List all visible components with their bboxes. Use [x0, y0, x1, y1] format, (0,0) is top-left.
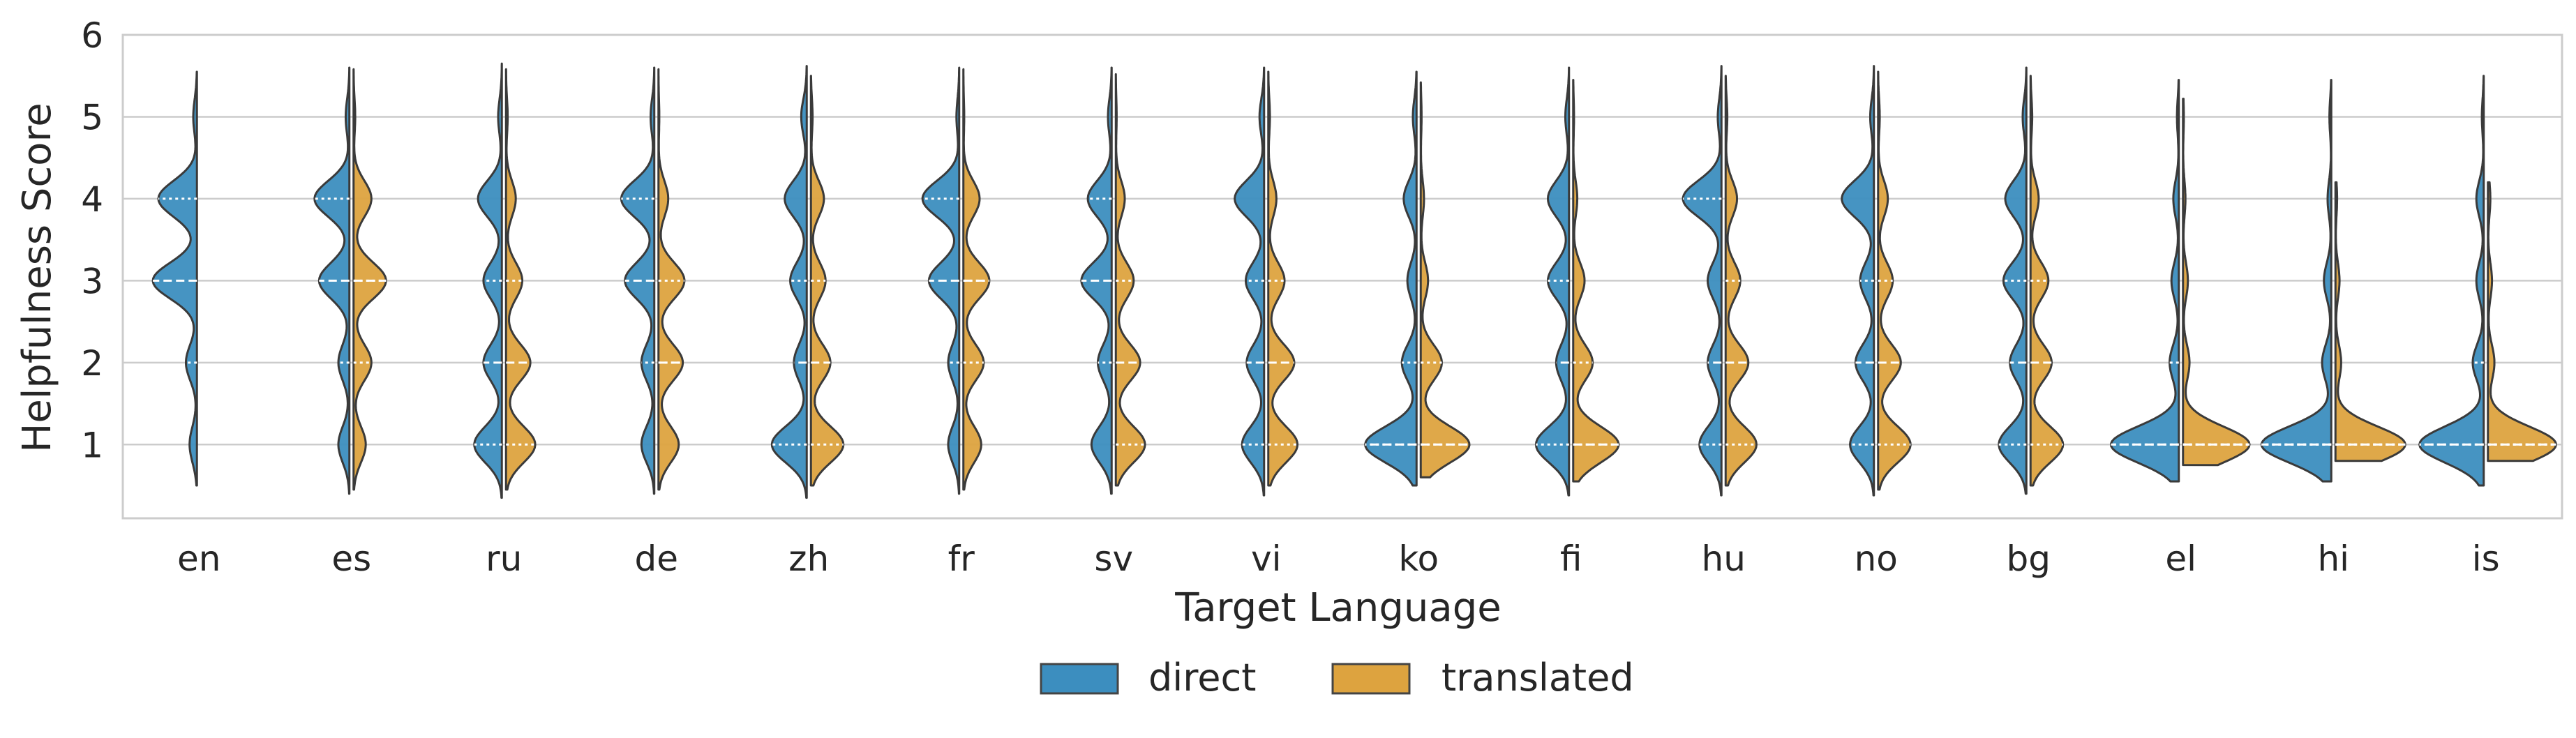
violin-translated-zh	[809, 75, 845, 487]
violin-direct-el	[2110, 79, 2180, 483]
y-tick-label: 5	[81, 97, 103, 137]
legend-label-direct: direct	[1148, 656, 1256, 700]
x-tick-label: no	[1855, 539, 1898, 579]
x-tick-label: es	[331, 539, 371, 579]
x-tick-label: hu	[1702, 539, 1746, 579]
violin-direct-hu	[1682, 65, 1723, 497]
violin-translated-bg	[2029, 75, 2065, 487]
y-tick-label: 4	[81, 179, 103, 220]
violin-translated-no	[1877, 70, 1912, 491]
y-tick-label: 3	[81, 261, 103, 301]
violin-translated-de	[657, 68, 686, 491]
x-tick-label: ru	[486, 539, 522, 579]
x-tick-labels: en es ru de zh fr sv vi ko fi hu no bg el hi is	[177, 539, 2500, 579]
violin-translated-el	[2182, 98, 2251, 467]
x-tick-label: el	[2165, 539, 2196, 579]
violins	[151, 62, 2557, 499]
x-tick-label: en	[177, 539, 220, 579]
x-axis-label: Target Language	[1174, 585, 1501, 631]
y-tick-label: 1	[81, 425, 103, 465]
violin-translated-ru	[504, 68, 537, 491]
x-tick-label: de	[635, 539, 679, 579]
violin-direct-zh	[770, 65, 808, 499]
violin-translated-fi	[1572, 79, 1620, 483]
violin-translated-es	[352, 68, 387, 491]
x-tick-label: bg	[2007, 539, 2051, 579]
legend-swatch-translated	[1331, 663, 1411, 695]
y-tick-label: 6	[81, 15, 103, 56]
violin-translated-hu	[1724, 75, 1758, 487]
violin-translated-hi	[2334, 181, 2406, 462]
legend-label-translated: translated	[1441, 656, 1634, 700]
x-tick-label: zh	[788, 539, 829, 579]
x-tick-label: fr	[948, 539, 975, 579]
x-tick-label: fi	[1560, 539, 1582, 579]
y-tick-label: 2	[81, 343, 103, 384]
y-axis-label: Helpfulness Score	[15, 103, 60, 452]
x-tick-label: sv	[1094, 539, 1133, 579]
violin-translated-vi	[1267, 70, 1299, 487]
x-tick-label: is	[2472, 539, 2500, 579]
violin-translated-is	[2487, 181, 2557, 462]
violin-translated-ko	[1419, 81, 1471, 479]
legend-swatch-direct	[1040, 663, 1119, 695]
violin-direct-no	[1841, 65, 1875, 497]
violin-direct-en	[151, 70, 198, 487]
x-tick-label: vi	[1251, 539, 1281, 579]
x-tick-label: hi	[2317, 539, 2349, 579]
violin-direct-hi	[2260, 79, 2332, 483]
y-tick-labels: 1 2 3 4 5 6	[81, 15, 103, 465]
legend: direct translated	[1040, 656, 1634, 700]
violin-translated-fr	[962, 68, 991, 491]
x-tick-label: ko	[1398, 539, 1439, 579]
